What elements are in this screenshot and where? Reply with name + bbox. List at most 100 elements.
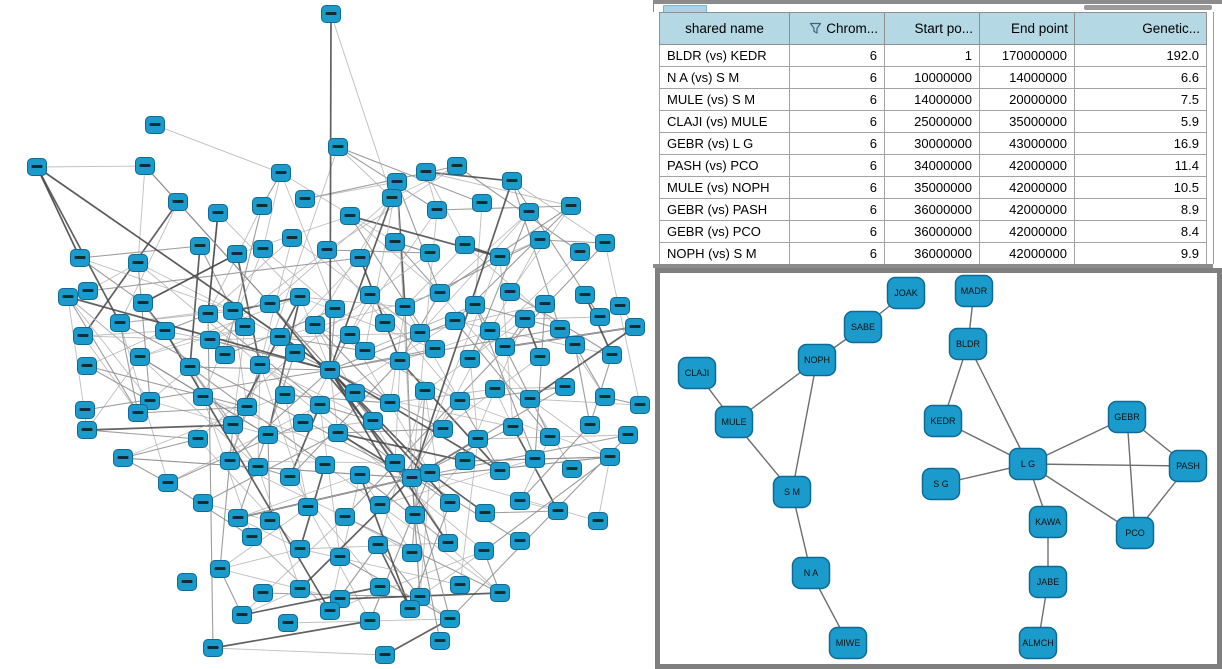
- network-node[interactable]: [258, 426, 278, 444]
- network-node[interactable]: [561, 197, 581, 215]
- network-node[interactable]: [345, 384, 365, 402]
- network-edge[interactable]: [284, 394, 309, 508]
- network-node[interactable]: [455, 236, 475, 254]
- network-edge[interactable]: [79, 257, 144, 304]
- network-node[interactable]: [282, 229, 302, 247]
- network-edge[interactable]: [511, 180, 606, 244]
- network-node[interactable]: [350, 249, 370, 267]
- network-edge[interactable]: [337, 428, 444, 434]
- network-node[interactable]: [515, 310, 535, 328]
- network-node[interactable]: [520, 390, 540, 408]
- network-node[interactable]: [27, 158, 47, 176]
- network-edge[interactable]: [86, 330, 166, 367]
- network-edge[interactable]: [262, 172, 282, 250]
- network-edge[interactable]: [299, 548, 461, 586]
- network-node[interactable]: [440, 494, 460, 512]
- network-node[interactable]: [425, 340, 445, 358]
- network-node[interactable]: [335, 508, 355, 526]
- network-edge[interactable]: [519, 436, 551, 502]
- network-node[interactable]: [405, 506, 425, 524]
- network-node[interactable]: [450, 392, 470, 410]
- network-node[interactable]: [602, 346, 622, 364]
- network-edge[interactable]: [391, 165, 458, 199]
- network-node[interactable]: [360, 286, 380, 304]
- network-node[interactable]: [340, 326, 360, 344]
- network-edge[interactable]: [389, 388, 496, 404]
- network-node[interactable]: [193, 494, 213, 512]
- network-node[interactable]: [510, 492, 530, 510]
- network-edge[interactable]: [469, 358, 479, 440]
- network-edge[interactable]: [419, 550, 485, 598]
- network-edge[interactable]: [1126, 416, 1136, 534]
- network-edge[interactable]: [197, 352, 296, 440]
- network-edge[interactable]: [339, 556, 451, 620]
- network-edge[interactable]: [425, 171, 513, 182]
- network-node[interactable]: [588, 512, 608, 530]
- network-node[interactable]: [570, 243, 590, 261]
- network-node[interactable]: [562, 460, 582, 478]
- network-edge[interactable]: [259, 364, 309, 508]
- network-node[interactable]: [290, 580, 310, 598]
- network-node[interactable]: [285, 344, 305, 362]
- network-node[interactable]: [618, 426, 638, 444]
- network-node[interactable]: [565, 336, 585, 354]
- network-node[interactable]: [130, 348, 150, 366]
- network-node[interactable]: [77, 421, 97, 439]
- network-node[interactable]: [223, 302, 243, 320]
- network-edge[interactable]: [82, 330, 166, 337]
- network-node[interactable]: [530, 231, 550, 249]
- network-node[interactable]: [223, 416, 243, 434]
- filter-funnel-icon[interactable]: [809, 22, 822, 35]
- network-node[interactable]: [260, 512, 280, 530]
- network-node[interactable]: [438, 534, 458, 552]
- network-node[interactable]: [502, 172, 522, 190]
- network-node[interactable]: [465, 296, 485, 314]
- network-node[interactable]: [468, 430, 488, 448]
- network-node[interactable]: [382, 189, 402, 207]
- network-edge[interactable]: [469, 211, 530, 360]
- network-node-bldr[interactable]: BLDR: [948, 327, 988, 361]
- network-edge[interactable]: [219, 506, 309, 570]
- network-node[interactable]: [420, 244, 440, 262]
- network-node[interactable]: [237, 398, 257, 416]
- network-node[interactable]: [510, 532, 530, 550]
- network-edge[interactable]: [326, 249, 431, 254]
- network-edge[interactable]: [414, 514, 501, 594]
- network-node[interactable]: [430, 632, 450, 650]
- network-node[interactable]: [355, 342, 375, 360]
- network-edge[interactable]: [326, 249, 386, 324]
- network-node[interactable]: [290, 288, 310, 306]
- network-edge[interactable]: [454, 320, 551, 438]
- network-node[interactable]: [490, 584, 510, 602]
- network-edge[interactable]: [119, 322, 413, 479]
- network-edge[interactable]: [289, 404, 321, 478]
- column-header-1[interactable]: Chrom...: [789, 12, 885, 45]
- network-edge[interactable]: [967, 343, 1029, 465]
- network-node[interactable]: [128, 404, 148, 422]
- network-node-miwe[interactable]: MIWE: [828, 626, 868, 660]
- network-node[interactable]: [208, 204, 228, 222]
- vertical-scrollbar-track[interactable]: [1213, 12, 1222, 264]
- network-node[interactable]: [385, 454, 405, 472]
- network-edge[interactable]: [404, 239, 541, 308]
- network-edge[interactable]: [122, 438, 199, 459]
- network-node[interactable]: [295, 190, 315, 208]
- network-edge[interactable]: [137, 165, 146, 264]
- network-edge[interactable]: [349, 215, 441, 294]
- network-edge[interactable]: [330, 13, 393, 199]
- network-edge[interactable]: [304, 181, 398, 200]
- network-node[interactable]: [495, 338, 515, 356]
- network-edge[interactable]: [349, 332, 421, 336]
- network-edge[interactable]: [289, 360, 401, 478]
- network-node-jabe[interactable]: JABE: [1028, 565, 1068, 599]
- network-node[interactable]: [315, 456, 335, 474]
- network-node[interactable]: [402, 544, 422, 562]
- network-node-mule[interactable]: MULE: [714, 405, 754, 439]
- network-node[interactable]: [298, 498, 318, 516]
- network-node[interactable]: [548, 502, 568, 520]
- network-node[interactable]: [188, 430, 208, 448]
- network-edge[interactable]: [119, 303, 271, 324]
- column-header-4[interactable]: Genetic...: [1074, 12, 1207, 45]
- network-node-gebr[interactable]: GEBR: [1107, 400, 1147, 434]
- network-edge[interactable]: [597, 456, 611, 522]
